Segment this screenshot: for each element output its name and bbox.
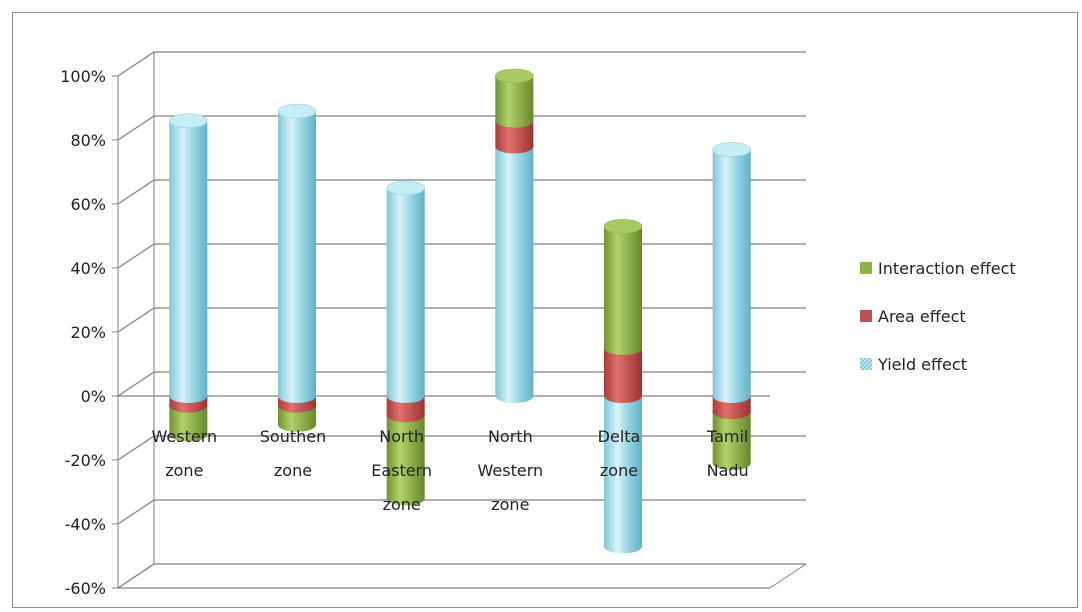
gridline xyxy=(117,307,806,333)
cylinder-body xyxy=(604,226,642,355)
x-category-label: North Western zone xyxy=(478,427,544,514)
legend-item: Yield effect xyxy=(860,355,967,374)
bar-segment xyxy=(495,68,534,128)
cylinder-cap xyxy=(495,68,534,84)
bars-layer xyxy=(169,68,751,554)
gridline xyxy=(117,563,806,589)
x-category-label-line: zone xyxy=(274,461,312,480)
x-category-label: Southen zone xyxy=(260,427,326,480)
x-category-label-line: Nadu xyxy=(707,461,749,480)
x-category-label-line: North xyxy=(488,427,533,446)
legend-swatch xyxy=(860,262,872,274)
y-tick-label: -20% xyxy=(65,451,106,470)
y-tick-label: 100% xyxy=(60,67,106,86)
x-category-label-line: Tamil xyxy=(706,427,748,446)
legend: Interaction effect Area effect Yield effec… xyxy=(860,259,1016,374)
x-category-label-line: Western xyxy=(478,461,544,480)
x-category-label-line: zone xyxy=(165,461,203,480)
cylinder-body xyxy=(604,348,642,403)
x-category-label-line: Eastern xyxy=(371,461,432,480)
chart-frame xyxy=(12,12,1078,608)
cylinder-body xyxy=(386,188,425,403)
cylinder-body xyxy=(495,146,534,403)
grid-layer xyxy=(117,51,807,589)
x-category-label-line: Southen xyxy=(260,427,326,446)
cylinder-body xyxy=(495,120,534,154)
legend-label: Area effect xyxy=(878,307,966,326)
y-tick-label: 0% xyxy=(81,387,106,406)
legend-swatch xyxy=(860,310,872,322)
cylinder-cap xyxy=(712,142,751,157)
x-category-label-line: zone xyxy=(383,495,421,514)
x-category-label-line: North xyxy=(379,427,424,446)
cylinder-body xyxy=(169,120,208,404)
legend-item: Area effect xyxy=(860,307,966,326)
gridline xyxy=(117,243,806,269)
y-tick-label: -60% xyxy=(65,579,106,598)
cylinder-body xyxy=(278,111,316,403)
cylinder-body xyxy=(386,396,425,423)
gridline xyxy=(117,499,806,525)
cylinder-body xyxy=(712,149,751,403)
bar-segment xyxy=(603,219,643,355)
x-category-label-line: zone xyxy=(600,461,638,480)
x-category-label-line: zone xyxy=(491,495,529,514)
y-tick-label: 60% xyxy=(70,195,106,214)
x-category-label: Western zone xyxy=(152,427,218,480)
legend-label: Yield effect xyxy=(877,355,967,374)
gridline xyxy=(117,435,806,461)
legend-label: Interaction effect xyxy=(878,259,1016,278)
y-tick-label: -40% xyxy=(65,515,106,534)
x-category-label: Tamil Nadu xyxy=(706,427,749,480)
cylinder-body xyxy=(386,415,425,506)
bar-segment xyxy=(277,103,317,403)
cylinder-cap xyxy=(603,219,643,234)
cylinder-body xyxy=(712,412,751,471)
x-category-label-line: Delta xyxy=(598,427,641,446)
y-tick-label: 40% xyxy=(70,259,106,278)
bar-segment xyxy=(386,407,425,506)
cylinder-cap xyxy=(169,113,208,129)
cylinder-body xyxy=(495,76,534,128)
x-category-label-line: Western xyxy=(152,427,218,446)
gridline xyxy=(117,115,806,141)
gridline xyxy=(117,179,806,205)
x-category-label: Delta zone xyxy=(598,427,641,480)
cylinder-body xyxy=(169,405,208,442)
cylinder-body xyxy=(278,405,316,432)
gridline xyxy=(117,51,806,77)
bar-segment xyxy=(495,139,534,403)
y-axis: 100% 80% 60% 40% 20% 0% -20% -40% -60% xyxy=(60,67,119,598)
bar-segment xyxy=(386,180,425,403)
bar-segment xyxy=(169,113,208,404)
gridline xyxy=(117,371,806,397)
bar-segment xyxy=(712,142,751,403)
floor-right-edge xyxy=(769,563,807,589)
cylinder-body xyxy=(604,396,642,554)
legend-item: Interaction effect xyxy=(860,259,1016,278)
legend-swatch xyxy=(860,358,872,370)
y-tick-label: 80% xyxy=(70,131,106,150)
cylinder-cap xyxy=(277,103,317,119)
cylinder-cap xyxy=(386,180,425,196)
y-tick-label: 20% xyxy=(70,323,106,342)
x-category-label: North Eastern zone xyxy=(371,427,432,514)
